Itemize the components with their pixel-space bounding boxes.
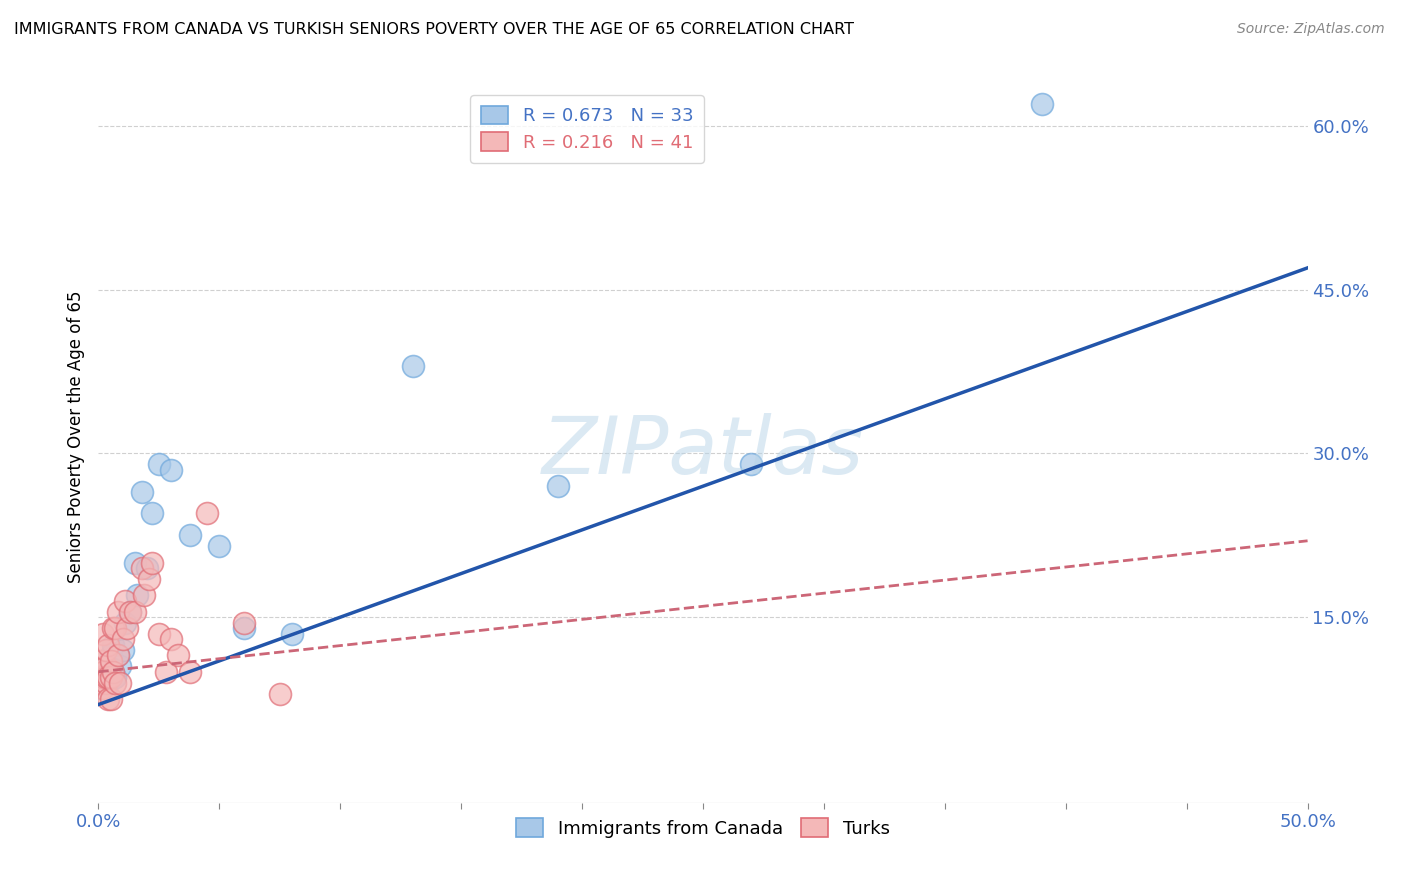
Point	[117, 621, 139, 635]
Point	[107, 648, 129, 663]
Point	[179, 528, 201, 542]
Point	[740, 458, 762, 472]
Point	[208, 539, 231, 553]
Point	[101, 638, 124, 652]
Point	[94, 659, 117, 673]
Point	[281, 626, 304, 640]
Point	[131, 484, 153, 499]
Point	[97, 638, 120, 652]
Point	[100, 648, 122, 663]
Point	[124, 556, 146, 570]
Point	[94, 675, 117, 690]
Point	[118, 605, 141, 619]
Point	[114, 615, 136, 630]
Point	[91, 626, 114, 640]
Point	[108, 659, 131, 673]
Point	[94, 643, 117, 657]
Point	[232, 621, 254, 635]
Point	[107, 648, 129, 663]
Point	[101, 665, 124, 679]
Y-axis label: Seniors Poverty Over the Age of 65: Seniors Poverty Over the Age of 65	[66, 291, 84, 583]
Point	[100, 654, 122, 668]
Point	[90, 654, 112, 668]
Point	[90, 681, 112, 695]
Point	[148, 458, 170, 472]
Point	[232, 615, 254, 630]
Point	[124, 605, 146, 619]
Point	[138, 572, 160, 586]
Point	[101, 654, 124, 668]
Point	[127, 588, 149, 602]
Point	[90, 670, 112, 684]
Point	[91, 670, 114, 684]
Point	[155, 665, 177, 679]
Point	[97, 675, 120, 690]
Point	[141, 556, 163, 570]
Point	[547, 479, 569, 493]
Point	[131, 561, 153, 575]
Point	[111, 632, 134, 646]
Point	[402, 359, 425, 373]
Point	[114, 594, 136, 608]
Point	[101, 621, 124, 635]
Point	[94, 670, 117, 684]
Point	[167, 648, 190, 663]
Point	[100, 665, 122, 679]
Point	[94, 670, 117, 684]
Point	[104, 675, 127, 690]
Point	[97, 665, 120, 679]
Point	[269, 687, 291, 701]
Point	[118, 605, 141, 619]
Point	[141, 507, 163, 521]
Point	[195, 507, 218, 521]
Point	[111, 643, 134, 657]
Point	[91, 670, 114, 684]
Point	[160, 463, 183, 477]
Point	[90, 675, 112, 690]
Text: Source: ZipAtlas.com: Source: ZipAtlas.com	[1237, 22, 1385, 37]
Text: ZIPatlas: ZIPatlas	[541, 413, 865, 491]
Point	[97, 670, 120, 684]
Point	[134, 588, 156, 602]
Point	[104, 621, 127, 635]
Point	[91, 681, 114, 695]
Point	[160, 632, 183, 646]
Point	[91, 665, 114, 679]
Point	[108, 675, 131, 690]
Point	[148, 626, 170, 640]
Point	[100, 692, 122, 706]
Point	[135, 561, 157, 575]
Point	[94, 659, 117, 673]
Point	[100, 670, 122, 684]
Point	[107, 605, 129, 619]
Point	[97, 692, 120, 706]
Point	[179, 665, 201, 679]
Point	[1031, 97, 1053, 112]
Text: IMMIGRANTS FROM CANADA VS TURKISH SENIORS POVERTY OVER THE AGE OF 65 CORRELATION: IMMIGRANTS FROM CANADA VS TURKISH SENIOR…	[14, 22, 853, 37]
Legend: Immigrants from Canada, Turks: Immigrants from Canada, Turks	[509, 811, 897, 845]
Point	[104, 670, 127, 684]
Point	[91, 675, 114, 690]
Point	[104, 670, 127, 684]
